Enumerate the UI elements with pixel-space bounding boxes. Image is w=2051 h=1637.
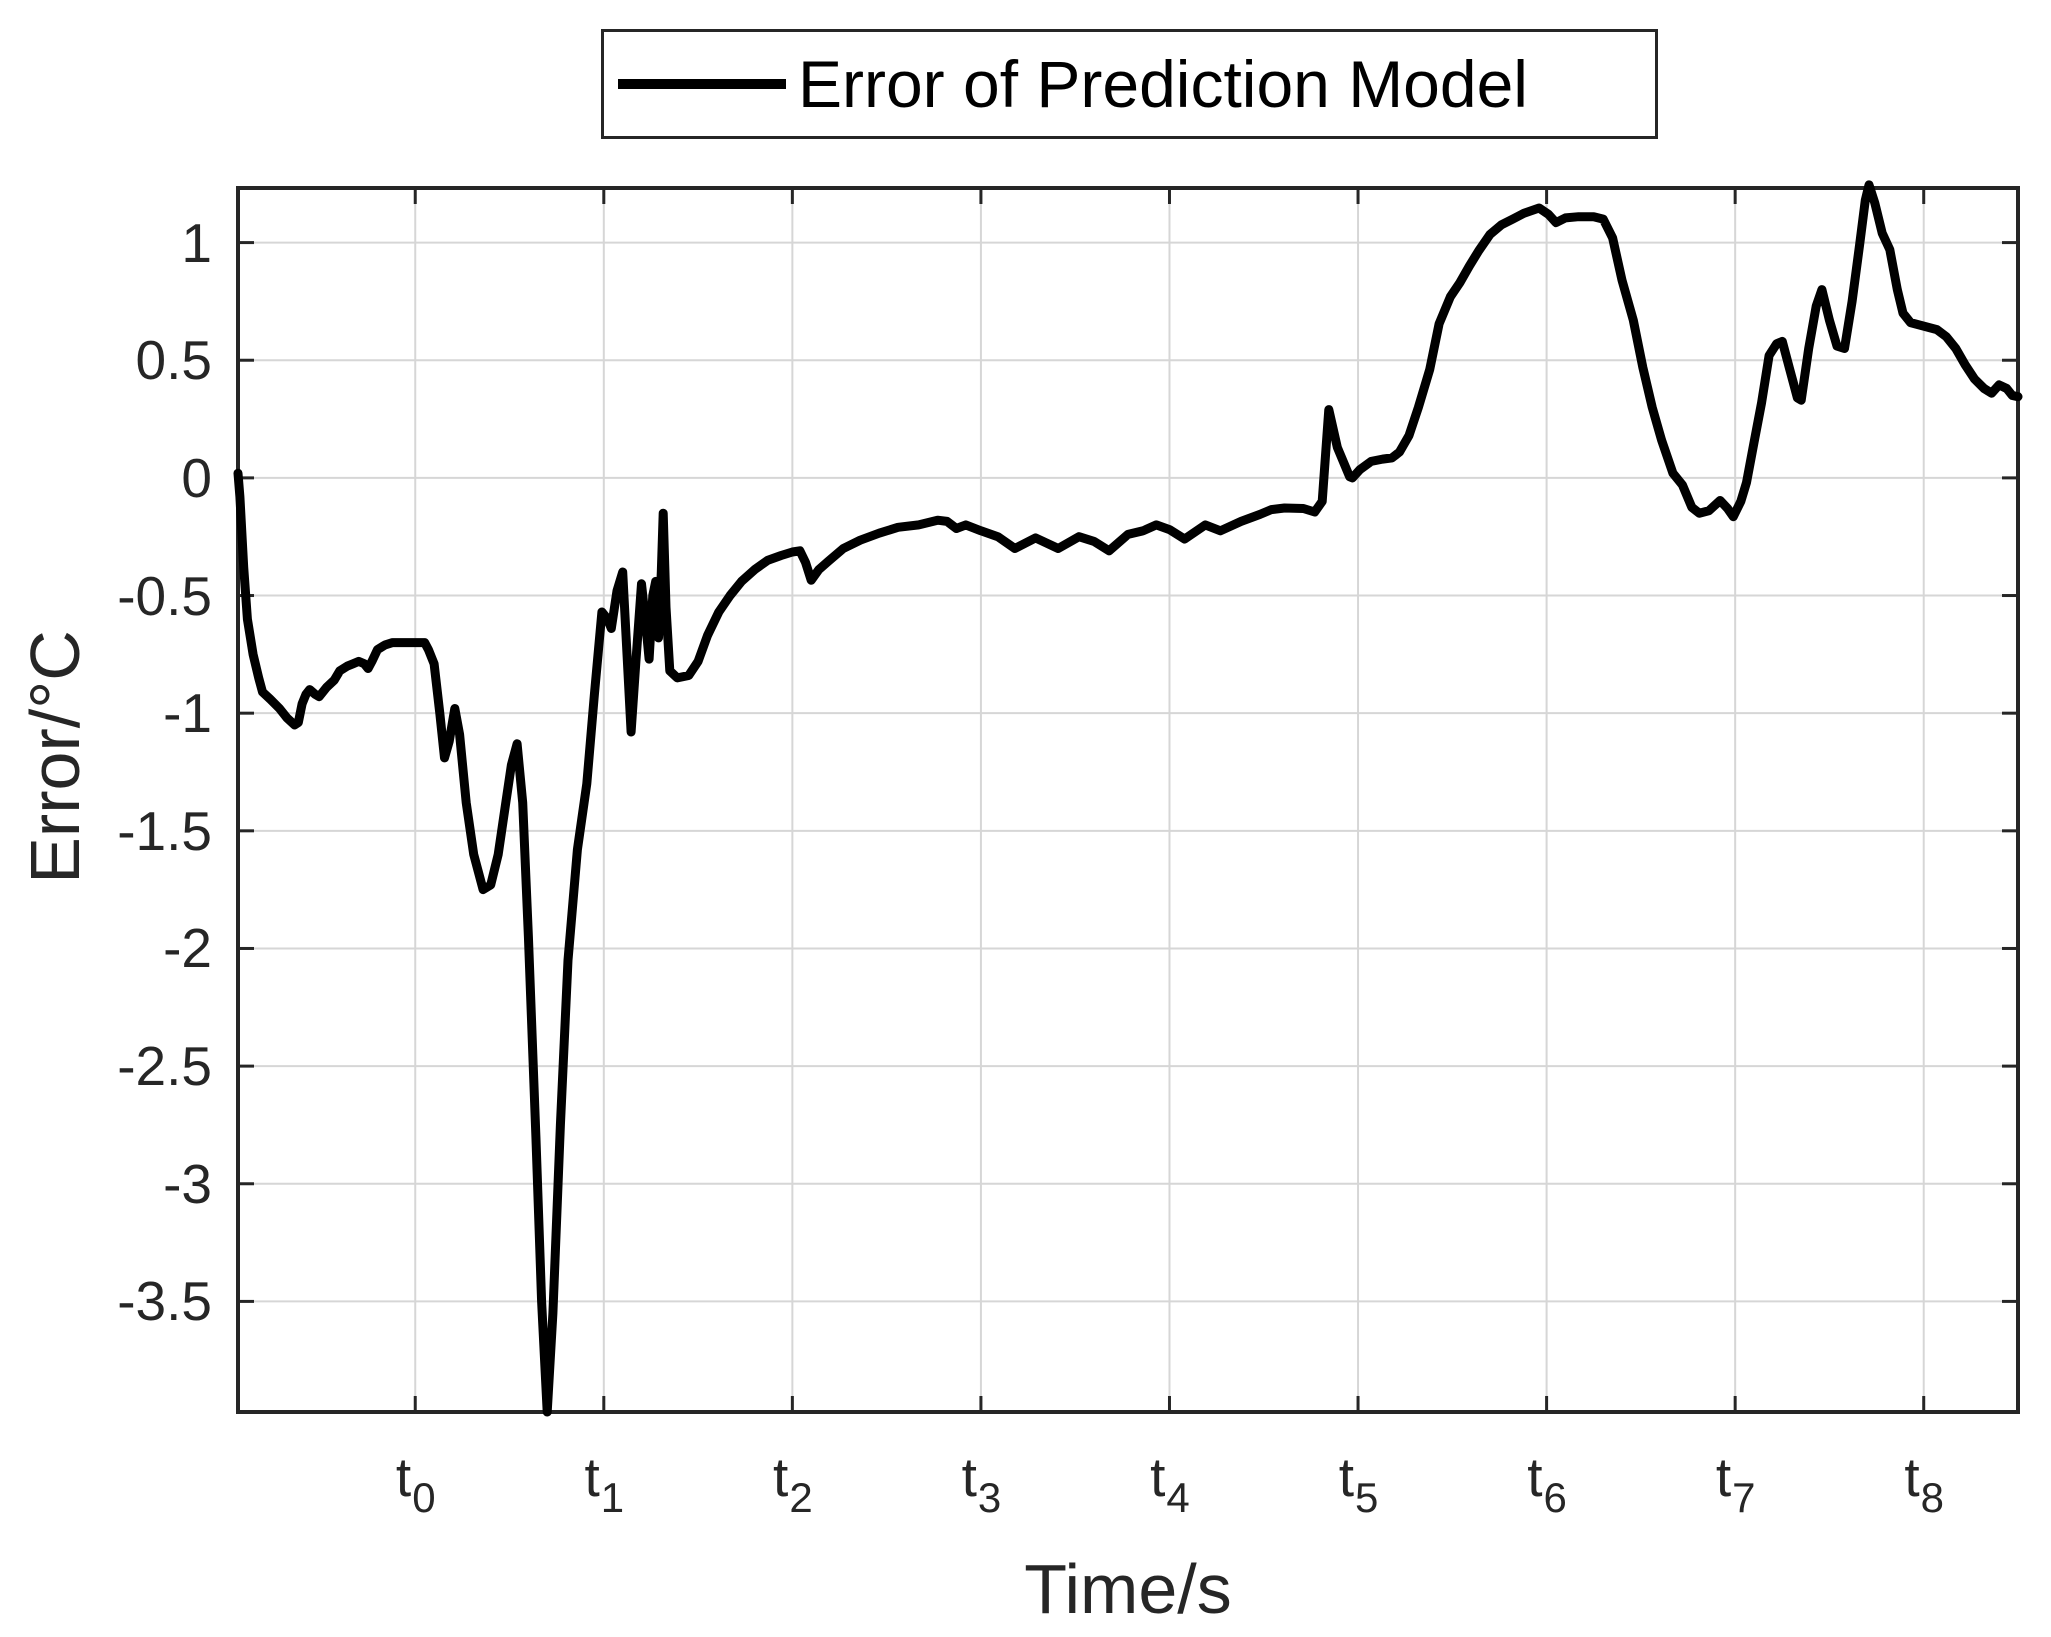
legend-line-sample xyxy=(618,79,786,89)
x-tick-label: t0 xyxy=(395,1446,436,1521)
x-tick-label: t1 xyxy=(584,1446,625,1521)
y-tick-label: 0 xyxy=(181,446,212,509)
x-tick-label: t3 xyxy=(961,1446,1002,1521)
x-tick-label: t5 xyxy=(1338,1446,1379,1521)
axes-box xyxy=(236,186,2020,1414)
y-tick-label: -3 xyxy=(163,1152,212,1215)
legend-label: Error of Prediction Model xyxy=(798,47,1528,121)
x-tick-label: t8 xyxy=(1904,1446,1945,1521)
x-tick-label: t2 xyxy=(773,1446,813,1521)
x-tick-label: t6 xyxy=(1527,1446,1567,1521)
error-series-line xyxy=(233,180,2023,1417)
y-tick-label: -1.5 xyxy=(117,799,212,862)
y-tick-label: -1 xyxy=(163,682,212,745)
y-tick-label: -2 xyxy=(163,917,212,980)
y-tick-label: -2.5 xyxy=(117,1035,212,1098)
x-tick-label: t4 xyxy=(1150,1446,1190,1521)
y-tick-label: 1 xyxy=(181,211,212,274)
y-tick-label: -0.5 xyxy=(117,564,212,627)
y-tick-label: -3.5 xyxy=(117,1270,212,1333)
legend-box: Error of Prediction Model xyxy=(601,29,1658,139)
y-tick-label: 0.5 xyxy=(135,329,212,392)
x-tick-label: t7 xyxy=(1715,1446,1756,1521)
x-axis-title: Time/s xyxy=(1024,1550,1232,1628)
